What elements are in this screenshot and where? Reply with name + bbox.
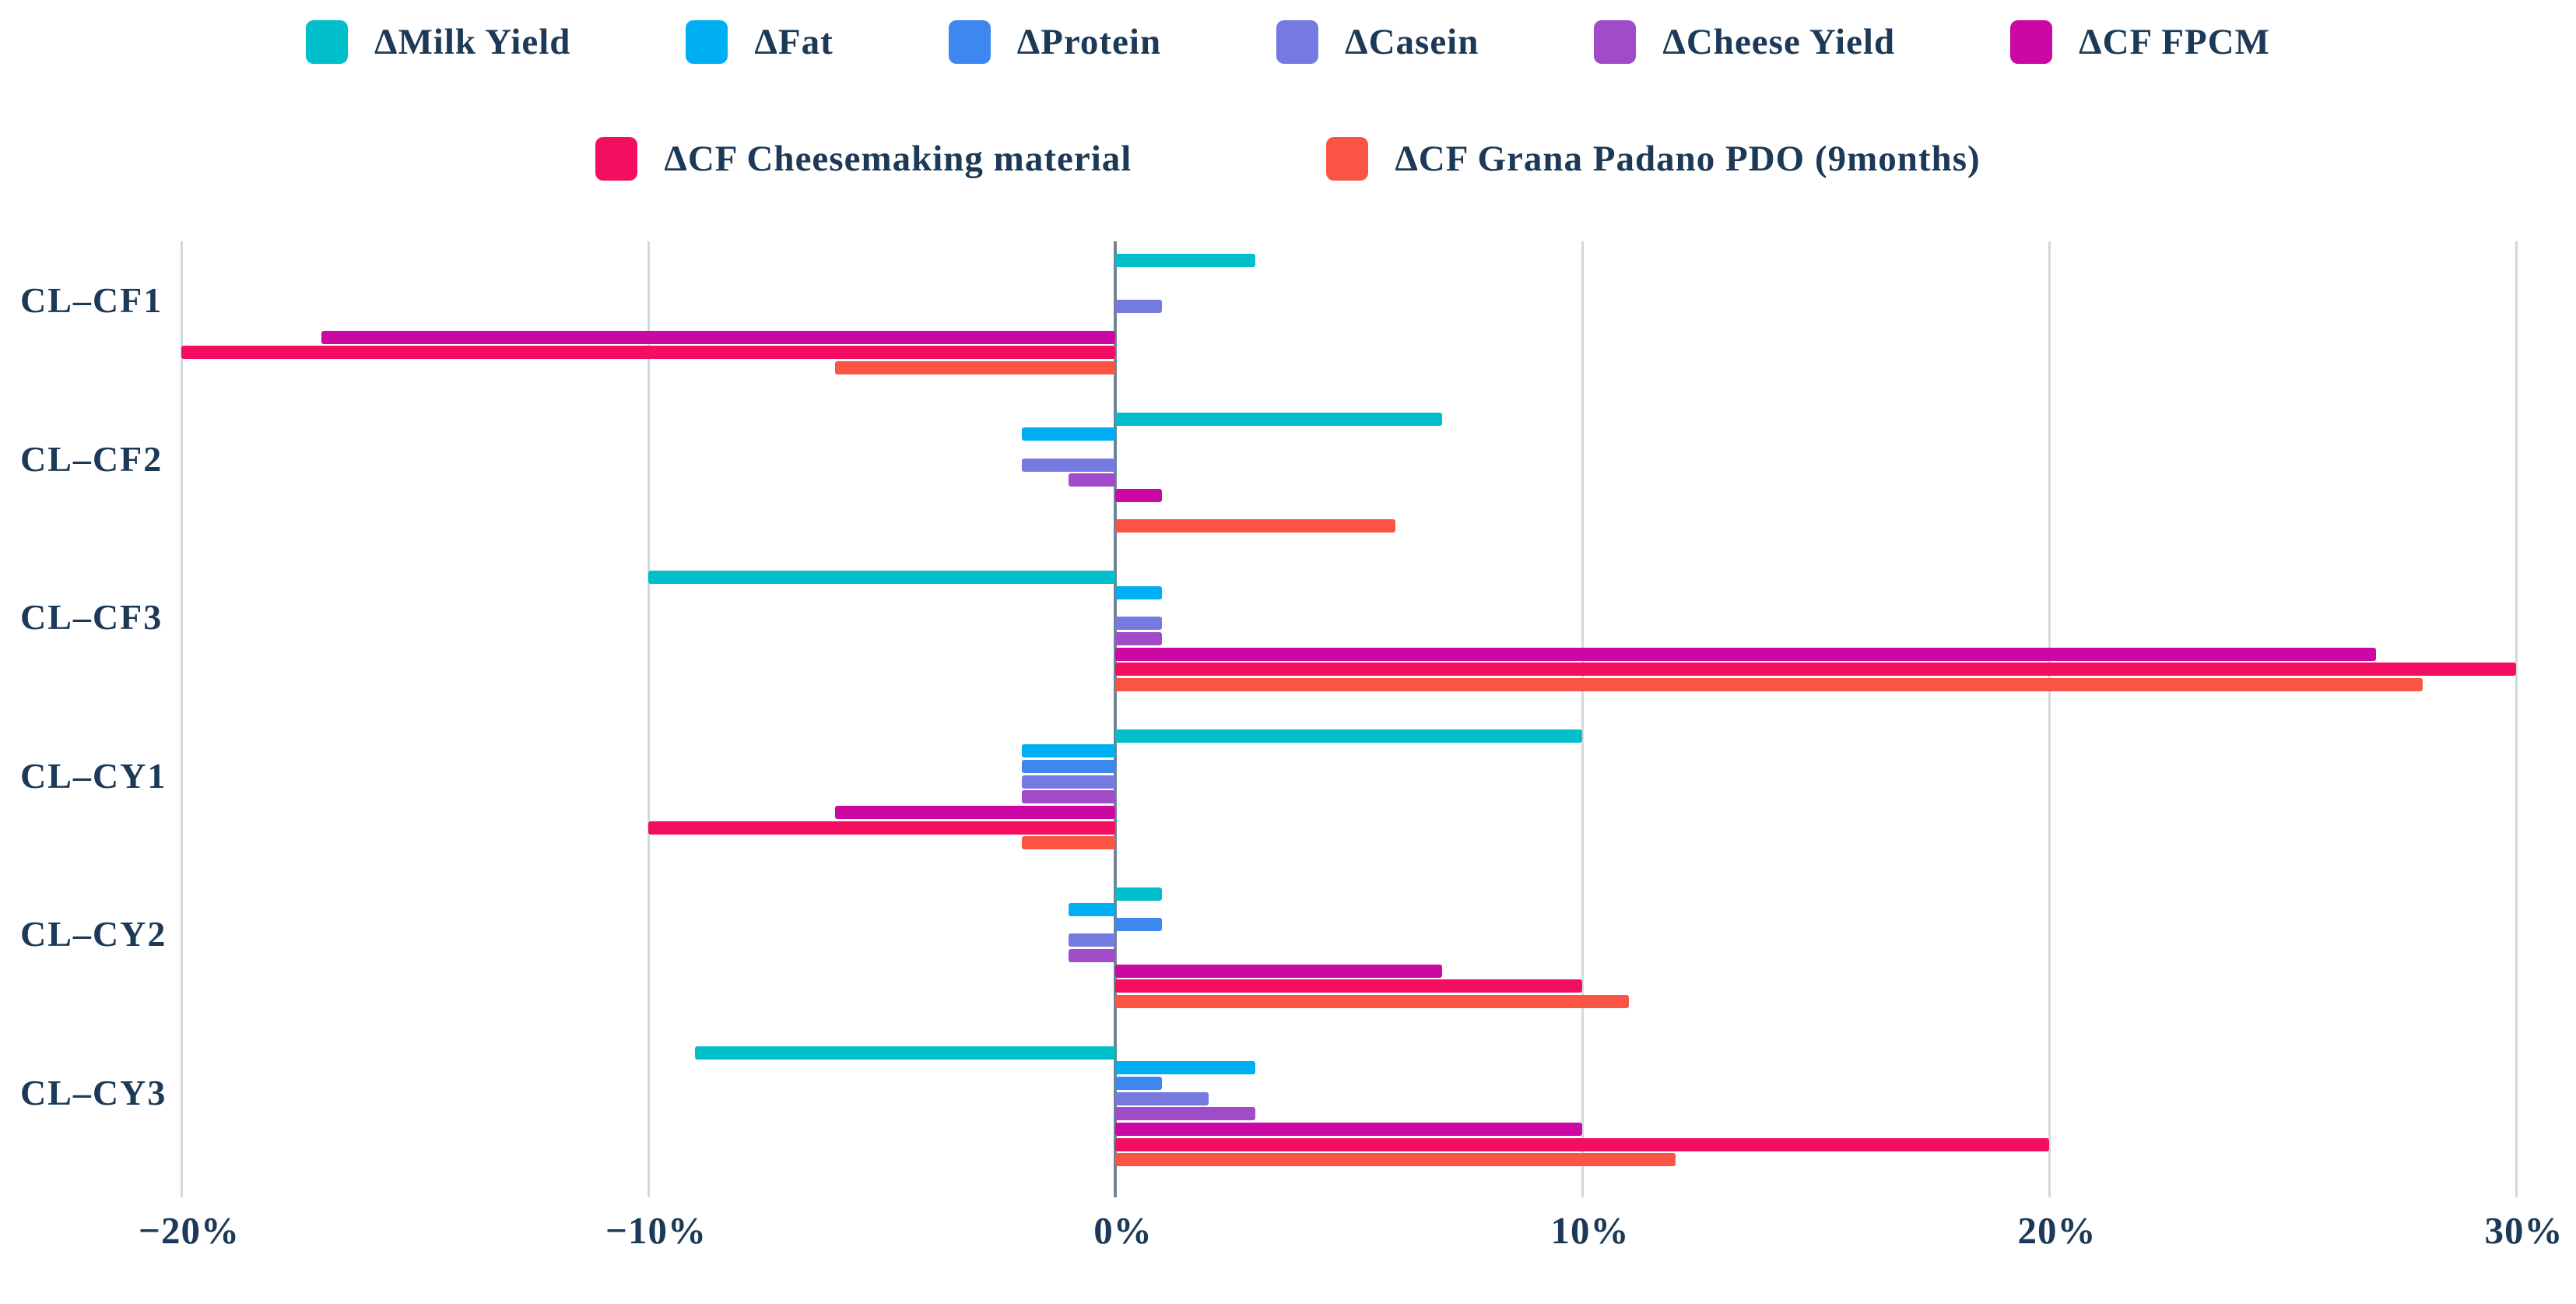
bar--milk-yield-cl-cy1	[1115, 729, 1582, 743]
bar--cf-cheesemaking-material-cl-cy2	[1115, 979, 1582, 993]
bar--cf-fpcm-cl-cy1	[835, 806, 1115, 819]
legend-swatch-icon	[595, 137, 638, 181]
legend-swatch-icon	[948, 20, 991, 64]
legend-swatch-icon	[305, 20, 348, 64]
x-tick-label: −20%	[139, 1209, 240, 1252]
legend-label: ΔCF Grana Padano PDO (9months)	[1395, 139, 1981, 179]
legend-swatch-icon	[1326, 137, 1369, 181]
bar--cf-grana-padano-pdo-9months--cl-cf3	[1115, 677, 2423, 691]
bar--cheese-yield-cl-cy1	[1022, 790, 1115, 804]
gridline	[2048, 241, 2051, 1197]
legend-swatch-icon	[686, 20, 728, 64]
x-tick-label: −10%	[605, 1209, 707, 1252]
legend-label: ΔMilk Yield	[374, 22, 571, 62]
bar--cf-cheesemaking-material-cl-cf1	[181, 346, 1115, 360]
gridline	[647, 241, 650, 1197]
bar--fat-cl-cf3	[1115, 585, 1162, 599]
bar--milk-yield-cl-cf3	[648, 571, 1115, 584]
bar--cf-grana-padano-pdo-9months--cl-cy2	[1115, 994, 1629, 1008]
bar--cheese-yield-cl-cy3	[1115, 1107, 1255, 1121]
bar--cheese-yield-cl-cf2	[1069, 473, 1115, 487]
legend-item: ΔProtein	[948, 20, 1162, 64]
bar--cf-grana-padano-pdo-9months--cl-cy3	[1115, 1153, 1676, 1167]
x-tick-label: 30%	[2484, 1209, 2564, 1252]
bar--fat-cl-cy2	[1069, 902, 1115, 916]
bar--fat-cl-cf2	[1022, 427, 1115, 441]
legend-item: ΔMilk Yield	[305, 20, 571, 64]
category-label: CL–CY1	[20, 755, 167, 796]
category-label: CL–CY3	[20, 1072, 167, 1112]
bar--cf-fpcm-cl-cf2	[1115, 489, 1162, 502]
legend-item: ΔCasein	[1276, 20, 1479, 64]
bar--protein-cl-cy2	[1115, 918, 1162, 932]
bar--fat-cl-cy3	[1115, 1061, 1255, 1075]
bar--cf-cheesemaking-material-cl-cf3	[1115, 663, 2516, 677]
bar--casein-cl-cf2	[1022, 458, 1115, 472]
bar--fat-cl-cy1	[1022, 744, 1115, 758]
legend-label: ΔCheese Yield	[1662, 22, 1896, 62]
bar--protein-cl-cy1	[1022, 759, 1115, 773]
legend-row-1: ΔMilk Yield ΔFat ΔProtein ΔCasein ΔCheese Yi…	[0, 20, 2576, 64]
bar--cf-grana-padano-pdo-9months--cl-cf2	[1115, 519, 1395, 533]
bar--cf-cheesemaking-material-cl-cy3	[1115, 1137, 2049, 1151]
legend-label: ΔCF FPCM	[2079, 22, 2270, 62]
x-tick-label: 10%	[1550, 1209, 1630, 1252]
legend-row-2: ΔCF Cheesemaking material ΔCF Grana Padan…	[0, 137, 2576, 181]
legend-label: ΔCasein	[1345, 22, 1479, 62]
x-tick-label: 0%	[1093, 1209, 1153, 1252]
bar--cf-cheesemaking-material-cl-cy1	[648, 821, 1115, 835]
bar--milk-yield-cl-cy2	[1115, 887, 1162, 901]
category-label: CL–CY2	[20, 914, 167, 954]
legend-label: ΔFat	[754, 22, 834, 62]
legend-swatch-icon	[1276, 20, 1319, 64]
bar--casein-cl-cy2	[1069, 933, 1115, 947]
bar--milk-yield-cl-cf1	[1115, 254, 1255, 267]
legend-item: ΔCF Grana Padano PDO (9months)	[1326, 137, 1980, 181]
bar--cf-fpcm-cl-cf1	[321, 330, 1115, 344]
category-label: CL–CF2	[20, 438, 163, 479]
gridline	[2515, 241, 2518, 1197]
legend-item: ΔFat	[686, 20, 833, 64]
plot-area	[180, 241, 2518, 1197]
bar--cf-grana-padano-pdo-9months--cl-cy1	[1022, 836, 1115, 850]
bar--cf-fpcm-cl-cy2	[1115, 964, 1442, 978]
bar--casein-cl-cy3	[1115, 1091, 1209, 1105]
gridline	[180, 241, 183, 1197]
bar--cheese-yield-cl-cf3	[1115, 631, 1162, 645]
legend-label: ΔProtein	[1016, 22, 1162, 62]
bar--cf-grana-padano-pdo-9months--cl-cf1	[835, 360, 1115, 374]
legend-item: ΔCF Cheesemaking material	[595, 137, 1132, 181]
zero-axis-line	[1114, 241, 1117, 1197]
legend-item: ΔCF FPCM	[2010, 20, 2270, 64]
category-label: CL–CF1	[20, 280, 163, 320]
bar--casein-cl-cf1	[1115, 300, 1162, 314]
bar--milk-yield-cl-cf2	[1115, 412, 1442, 426]
bar--casein-cl-cf3	[1115, 617, 1162, 631]
x-tick-label: 20%	[2017, 1209, 2097, 1252]
legend-swatch-icon	[1594, 20, 1637, 64]
bar--cf-fpcm-cl-cy3	[1115, 1123, 1582, 1136]
category-label: CL–CF3	[20, 597, 163, 637]
legend-label: ΔCF Cheesemaking material	[664, 139, 1132, 179]
legend-swatch-icon	[2010, 20, 2053, 64]
bar--milk-yield-cl-cy3	[695, 1046, 1115, 1060]
legend-item: ΔCheese Yield	[1594, 20, 1895, 64]
bar--protein-cl-cy3	[1115, 1076, 1162, 1090]
gridline	[1581, 241, 1584, 1197]
bar--cf-fpcm-cl-cf3	[1115, 647, 2376, 661]
bar--casein-cl-cy1	[1022, 775, 1115, 789]
bar--cheese-yield-cl-cy2	[1069, 948, 1115, 962]
